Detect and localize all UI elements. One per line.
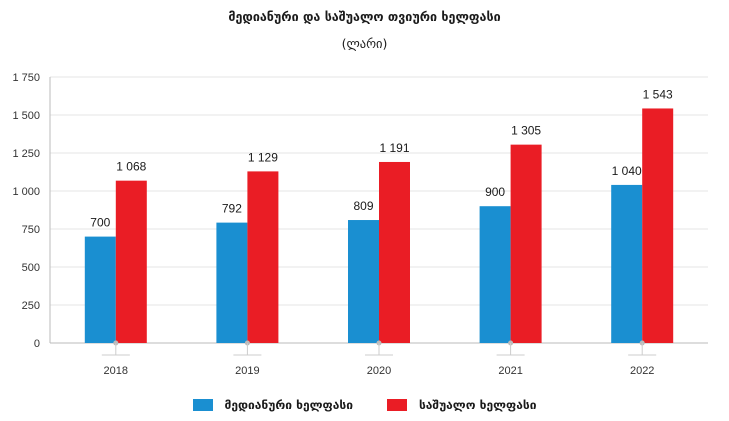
- bar-median-2020: [348, 220, 379, 343]
- y-tick-label: 0: [34, 338, 40, 350]
- data-label-median-2019: 792: [222, 202, 242, 216]
- bar-average-2020: [379, 161, 410, 343]
- data-label-average-2018: 1 068: [116, 160, 146, 174]
- bar-median-2021: [479, 206, 511, 343]
- x-tick-label-2020: 2020: [367, 365, 391, 377]
- bar-average-2021: [510, 144, 542, 343]
- data-label-average-2019: 1 129: [248, 150, 278, 164]
- chart-title: მედიანური და საშუალო თვიური ხელფასი: [228, 9, 501, 24]
- data-label-median-2020: 809: [353, 199, 373, 213]
- data-label-median-2018: 700: [90, 216, 110, 230]
- chart-subtitle: (ლარი): [341, 36, 388, 51]
- data-label-average-2020: 1 191: [379, 141, 409, 155]
- y-tick-label: 1 250: [12, 148, 40, 160]
- x-tick-label-2018: 2018: [104, 365, 128, 377]
- y-tick-label: 1 500: [12, 110, 40, 122]
- x-tick-label-2022: 2022: [630, 365, 654, 377]
- legend-swatch-median: [192, 399, 213, 411]
- x-tick-label-2021: 2021: [498, 365, 522, 377]
- bar-average-2019: [247, 171, 279, 343]
- data-label-median-2021: 900: [485, 185, 505, 199]
- chart-legend: მედიანური ხელფასი საშუალო ხელფასი: [0, 398, 729, 412]
- bar-median-2022: [611, 184, 643, 343]
- legend-item-median[interactable]: მედიანური ხელფასი: [192, 398, 353, 412]
- legend-item-average[interactable]: საშუალო ხელფასი: [386, 398, 537, 412]
- bar-average-2022: [642, 108, 674, 344]
- y-tick-label: 1 750: [12, 72, 40, 84]
- legend-label-average: საშუალო ხელფასი: [418, 398, 537, 412]
- data-label-median-2022: 1 040: [612, 164, 642, 178]
- data-label-average-2021: 1 305: [511, 124, 541, 138]
- bar-average-2018: [115, 180, 147, 343]
- data-label-average-2022: 1 543: [643, 87, 673, 101]
- bar-median-2019: [216, 222, 248, 343]
- legend-label-median: მედიანური ხელფასი: [224, 398, 353, 412]
- legend-swatch-average: [386, 399, 407, 411]
- y-tick-label: 250: [22, 300, 40, 312]
- bar-median-2018: [84, 236, 116, 343]
- y-tick-label: 750: [22, 224, 40, 236]
- y-tick-label: 1 000: [12, 186, 40, 198]
- y-tick-label: 500: [22, 262, 40, 274]
- x-tick-label-2019: 2019: [235, 365, 259, 377]
